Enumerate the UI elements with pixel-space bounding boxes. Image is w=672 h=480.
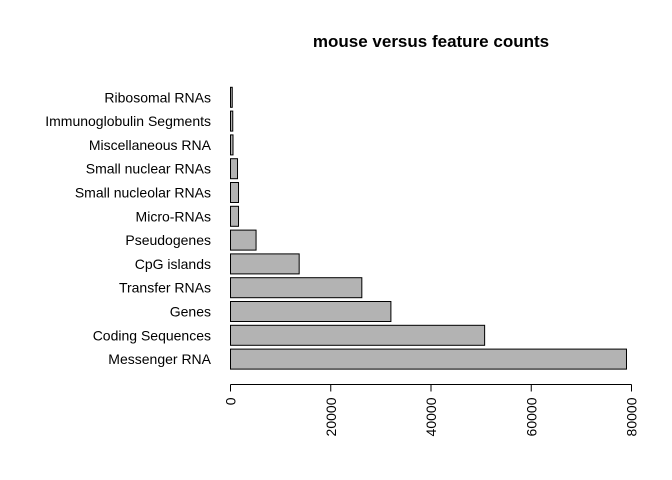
chart-title: mouse versus feature counts: [313, 32, 549, 51]
category-label: Ribosomal RNAs: [104, 89, 211, 105]
bar: [230, 229, 257, 251]
category-label: Coding Sequences: [93, 327, 211, 343]
bar: [230, 134, 234, 156]
category-label: Pseudogenes: [125, 232, 211, 248]
bars-group: [230, 86, 627, 370]
category-label: Transfer RNAs: [119, 280, 211, 296]
bar: [230, 205, 240, 227]
category-label: Small nuclear RNAs: [86, 161, 211, 177]
x-tick-label: 60000: [523, 397, 539, 436]
bar: [230, 86, 233, 108]
bar: [230, 301, 392, 322]
x-tick-label: 40000: [423, 397, 439, 436]
x-tick-label: 20000: [323, 397, 339, 436]
category-label: Micro-RNAs: [136, 208, 211, 224]
x-tick-label: 0: [223, 397, 239, 405]
bar: [230, 253, 300, 275]
bar: [230, 110, 234, 132]
x-tick-label: 80000: [624, 397, 640, 436]
category-label: Miscellaneous RNA: [89, 137, 212, 153]
category-label: CpG islands: [135, 256, 211, 272]
bar: [230, 182, 240, 203]
bar: [230, 277, 363, 299]
category-label: Messenger RNA: [108, 351, 211, 367]
bar: [230, 324, 486, 346]
category-label: Genes: [170, 304, 211, 320]
bar: [230, 158, 239, 180]
category-label: Immunoglobulin Segments: [45, 113, 211, 129]
bar: [230, 348, 627, 370]
x-axis: 0 20000 40000 60000 80000: [223, 384, 640, 436]
category-labels: Messenger RNA Coding Sequences Genes Transf…: [45, 89, 211, 367]
category-label: Small nucleolar RNAs: [75, 185, 211, 201]
